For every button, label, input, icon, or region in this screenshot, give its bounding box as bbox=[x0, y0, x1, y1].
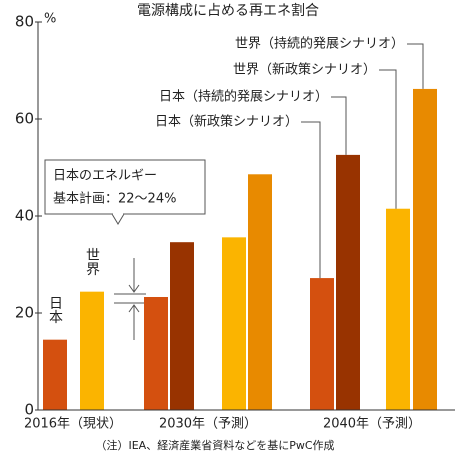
bar bbox=[413, 88, 437, 411]
note: （注）IEA、経済産業省資料などを基にPwC作成 bbox=[95, 438, 334, 452]
bar bbox=[43, 339, 67, 410]
bar-label: 世界 bbox=[84, 248, 100, 277]
annotation-box bbox=[44, 159, 206, 215]
bar bbox=[386, 208, 410, 410]
y-tick-label: 80 bbox=[15, 13, 34, 31]
y-axis-label: % bbox=[44, 12, 56, 27]
bar bbox=[310, 278, 334, 410]
leader-line bbox=[379, 69, 397, 209]
bar bbox=[222, 237, 246, 410]
leader-line bbox=[407, 43, 424, 89]
x-tick-label: 2030年（予測） bbox=[159, 417, 257, 432]
range-bracket bbox=[114, 258, 146, 340]
x-tick-label: 2040年（予測） bbox=[323, 417, 421, 432]
x-tick-label: 2016年（現状） bbox=[24, 417, 122, 432]
y-tick-label: 60 bbox=[15, 110, 34, 128]
annotation-text: 基本計画：22～24% bbox=[53, 191, 176, 207]
y-tick-label: 40 bbox=[15, 207, 34, 225]
leader-line bbox=[331, 96, 347, 155]
chart-title: 電源構成に占める再エネ割合 bbox=[137, 2, 319, 19]
legend-label: 世界（新政策シナリオ） bbox=[233, 62, 376, 78]
legend-label: 世界（持続的発展シナリオ） bbox=[235, 36, 404, 52]
y-tick-label: 0 bbox=[24, 401, 34, 419]
legend-label: 日本（新政策シナリオ） bbox=[155, 114, 298, 130]
annotation-text: 日本のエネルギー bbox=[53, 169, 157, 184]
leader-line bbox=[301, 121, 321, 279]
annotation-pointer bbox=[111, 213, 125, 225]
y-tick-label: 20 bbox=[15, 304, 34, 322]
bar bbox=[170, 242, 194, 410]
legend-label: 日本（持続的発展シナリオ） bbox=[159, 89, 328, 105]
bar bbox=[80, 291, 104, 410]
bar bbox=[248, 174, 272, 410]
bar bbox=[336, 154, 360, 410]
bar bbox=[144, 296, 168, 410]
bar-label: 日本 bbox=[47, 296, 63, 324]
